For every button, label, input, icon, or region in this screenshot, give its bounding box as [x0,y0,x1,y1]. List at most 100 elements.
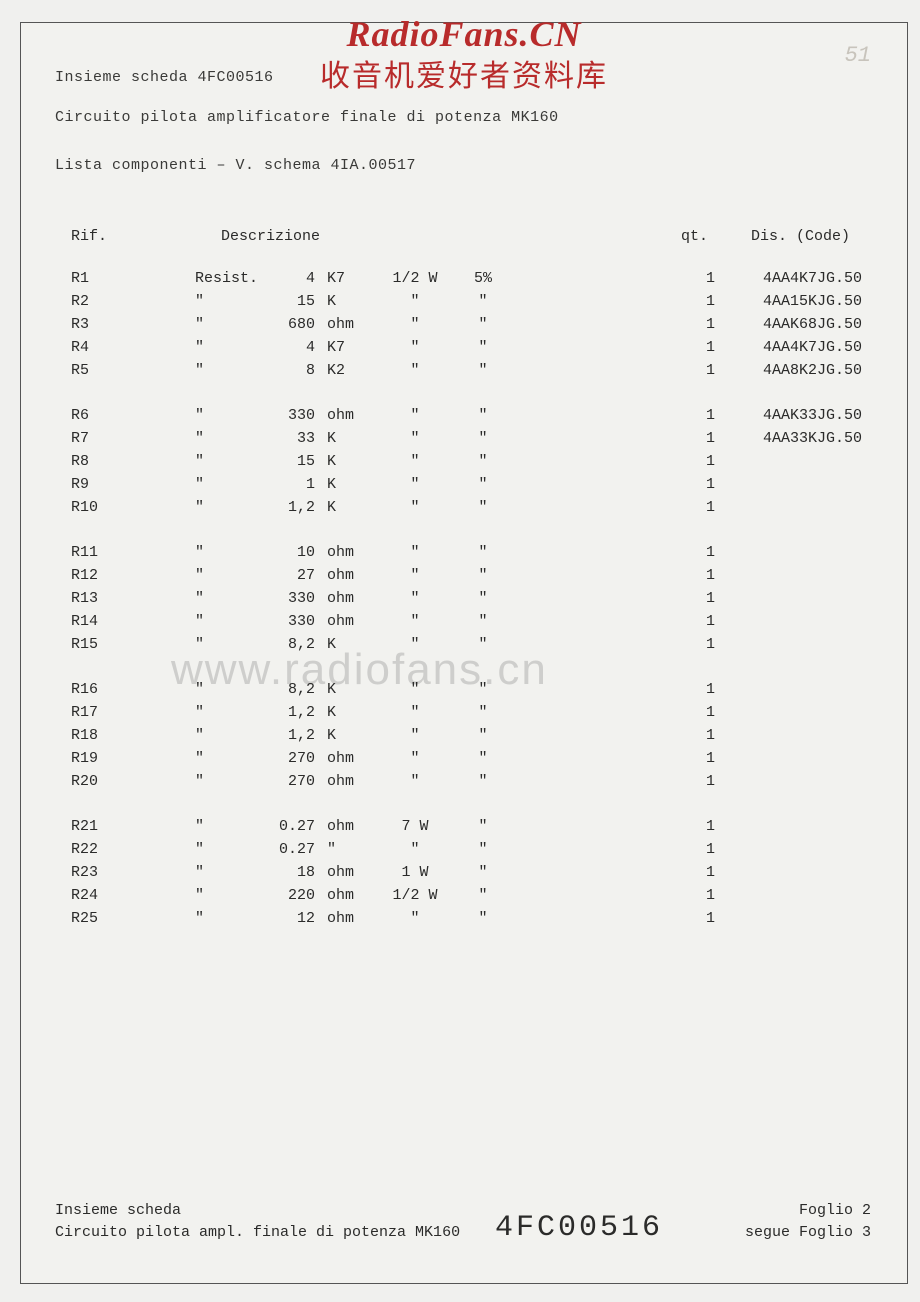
cell-qty: 1 [685,907,715,930]
cell-power: " [385,359,445,382]
cell-qty: 1 [685,861,715,884]
cell-value: 270 [255,770,315,793]
cell-rif: R5 [71,359,121,382]
cell-unit: K [327,724,375,747]
cell-qty: 1 [685,359,715,382]
cell-rif: R2 [71,290,121,313]
cell-qty: 1 [685,838,715,861]
cell-value: 27 [255,564,315,587]
cell-power: " [385,701,445,724]
cell-value: 270 [255,747,315,770]
cell-unit: ohm [327,747,375,770]
cell-value: 8 [255,359,315,382]
cell-tolerance: " [463,473,503,496]
cell-qty: 1 [685,404,715,427]
cell-qty: 1 [685,884,715,907]
cell-code: 4AAK68JG.50 [763,313,903,336]
cell-tolerance: " [463,496,503,519]
table-row: R15"8,2K""1 [55,633,887,656]
page-number-annotation: 51 [845,43,871,68]
cell-power: " [385,838,445,861]
page-frame: RadioFans.CN 收音机爱好者资料库 www.radiofans.cn … [20,22,908,1284]
cell-value: 1,2 [255,701,315,724]
cell-qty: 1 [685,427,715,450]
cell-value: 330 [255,587,315,610]
table-row: R4"4K7""14AA4K7JG.50 [55,336,887,359]
cell-unit: K [327,290,375,313]
cell-power: " [385,496,445,519]
cell-tolerance: " [463,404,503,427]
cell-rif: R21 [71,815,121,838]
footer-code: 4FC00516 [495,1211,663,1245]
table-row: R17"1,2K""1 [55,701,887,724]
cell-rif: R12 [71,564,121,587]
col-header-desc: Descrizione [221,228,320,245]
cell-qty: 1 [685,610,715,633]
cell-rif: R10 [71,496,121,519]
cell-qty: 1 [685,313,715,336]
table-row: R6"330ohm""14AAK33JG.50 [55,404,887,427]
cell-tolerance: " [463,541,503,564]
table-row: R16"8,2K""1 [55,678,887,701]
cell-power: " [385,678,445,701]
cell-unit: K [327,450,375,473]
cell-rif: R16 [71,678,121,701]
footer-right-2: segue Foglio 3 [745,1224,871,1241]
cell-tolerance: " [463,907,503,930]
cell-rif: R3 [71,313,121,336]
cell-qty: 1 [685,267,715,290]
table-row: R8"15K""1 [55,450,887,473]
cell-rif: R11 [71,541,121,564]
cell-qty: 1 [685,701,715,724]
cell-tolerance: 5% [463,267,503,290]
cell-unit: K [327,678,375,701]
cell-power: " [385,404,445,427]
header-line-2: Circuito pilota amplificatore finale di … [55,109,559,126]
cell-value: 12 [255,907,315,930]
cell-unit: ohm [327,564,375,587]
cell-rif: R7 [71,427,121,450]
cell-qty: 1 [685,496,715,519]
cell-power: " [385,473,445,496]
cell-power: 1/2 W [385,267,445,290]
cell-tolerance: " [463,610,503,633]
cell-tolerance: " [463,564,503,587]
footer-right-1: Foglio 2 [799,1202,871,1219]
cell-rif: R24 [71,884,121,907]
cell-tolerance: " [463,587,503,610]
cell-unit: K2 [327,359,375,382]
cell-unit: ohm [327,313,375,336]
cell-value: 330 [255,404,315,427]
cell-rif: R23 [71,861,121,884]
cell-power: " [385,724,445,747]
cell-power: " [385,907,445,930]
col-header-rif: Rif. [71,228,107,245]
component-table: R1Resist.4K71/2 W5%14AA4K7JG.50R2"15K""1… [55,267,887,930]
cell-unit: ohm [327,541,375,564]
cell-power: " [385,770,445,793]
table-row: R23"18ohm1 W"1 [55,861,887,884]
cell-unit: ohm [327,404,375,427]
cell-tolerance: " [463,290,503,313]
cell-tolerance: " [463,633,503,656]
cell-value: 10 [255,541,315,564]
cell-value: 680 [255,313,315,336]
cell-qty: 1 [685,815,715,838]
cell-power: " [385,541,445,564]
cell-unit: K [327,633,375,656]
footer-left-2: Circuito pilota ampl. finale di potenza … [55,1224,460,1241]
cell-unit: ohm [327,610,375,633]
cell-qty: 1 [685,587,715,610]
cell-tolerance: " [463,838,503,861]
table-row: R20"270ohm""1 [55,770,887,793]
cell-unit: ohm [327,815,375,838]
cell-qty: 1 [685,724,715,747]
cell-rif: R4 [71,336,121,359]
cell-value: 4 [255,267,315,290]
watermark-top-en: RadioFans.CN [21,13,907,55]
cell-value: 15 [255,290,315,313]
cell-value: 33 [255,427,315,450]
cell-power: " [385,427,445,450]
cell-tolerance: " [463,313,503,336]
cell-value: 4 [255,336,315,359]
